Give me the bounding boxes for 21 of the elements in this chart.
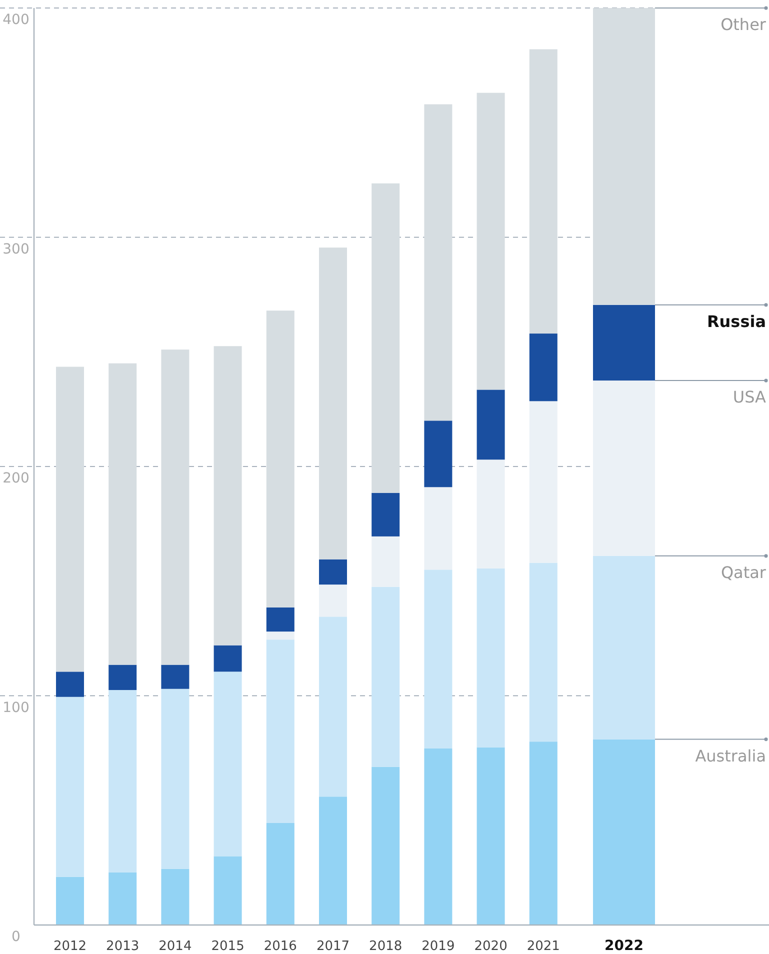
- x-tick-label: 2019: [422, 939, 455, 954]
- y-tick-label: 300: [2, 241, 30, 258]
- text: Qatar: [720, 562, 766, 582]
- x-tick-label: 2017: [316, 939, 350, 954]
- text: USA: [732, 388, 766, 407]
- text: Australia: [695, 746, 766, 766]
- y-tick-label: 200: [2, 470, 30, 486]
- y-tick-label: 100: [2, 700, 30, 716]
- x-tick-label: 2018: [369, 939, 402, 954]
- x-tick-label: 2014: [158, 939, 192, 954]
- x-tick-label: 2015: [211, 939, 244, 954]
- x-tick-label: 2021: [526, 939, 560, 954]
- x-tick-label: 2016: [264, 939, 297, 954]
- x-tick-label: 2020: [474, 939, 508, 954]
- x-tick-label: 2012: [53, 939, 87, 954]
- y-tick-label: 0: [12, 929, 20, 945]
- text: Other: [720, 15, 766, 34]
- x-tick-label: 2022: [604, 938, 644, 954]
- x-tick-label: 2013: [106, 939, 140, 954]
- y-tick-label: 400: [2, 12, 30, 28]
- text: Russia: [706, 312, 766, 331]
